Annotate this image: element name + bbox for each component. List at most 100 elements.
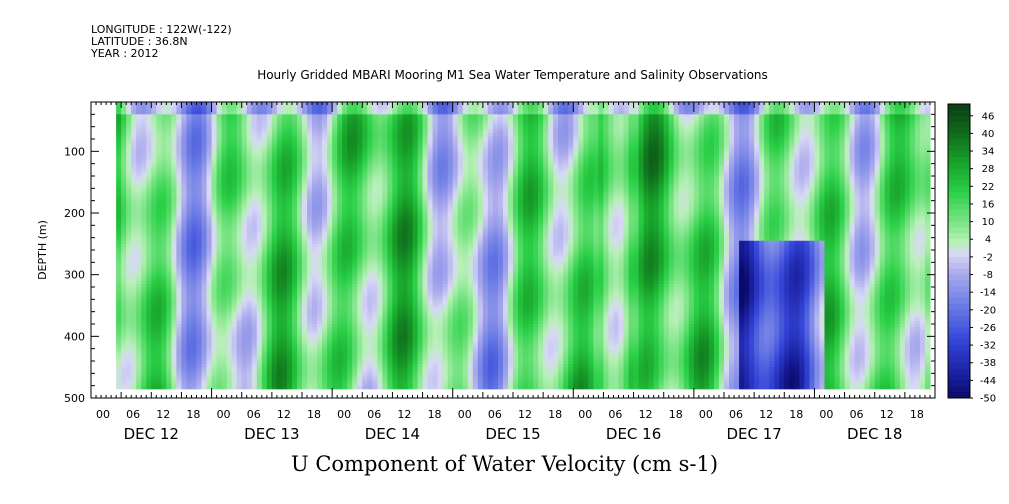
heatmap-cell: [206, 364, 213, 368]
heatmap-cell: [281, 256, 288, 260]
heatmap-cell: [176, 299, 183, 304]
heatmap-cell: [352, 296, 358, 300]
heatmap-cell: [236, 197, 243, 202]
heatmap-cell: [322, 142, 328, 146]
heatmap-cell: [171, 102, 177, 106]
heatmap-cell: [347, 169, 353, 174]
heatmap-cell: [136, 262, 142, 267]
heatmap-cell: [121, 327, 127, 331]
heatmap-cell: [211, 296, 218, 300]
heatmap-cell: [221, 327, 228, 331]
heatmap-cell: [312, 385, 318, 390]
heatmap-cell: [116, 259, 122, 263]
heatmap-cell: [216, 330, 223, 334]
heatmap-cell: [136, 163, 142, 168]
heatmap-cell: [126, 253, 132, 257]
heatmap-cell: [236, 336, 243, 341]
heatmap-cell: [211, 139, 218, 143]
heatmap-cell: [291, 382, 298, 387]
heatmap-cell: [372, 345, 378, 350]
heatmap-cell: [367, 231, 373, 236]
heatmap-cell: [312, 287, 318, 291]
heatmap-cell: [281, 373, 288, 378]
heatmap-cell: [296, 135, 303, 140]
heatmap-cell: [206, 287, 213, 291]
heatmap-cell: [332, 157, 338, 162]
heatmap-cell: [286, 139, 293, 143]
heatmap-cell: [121, 274, 127, 279]
heatmap-cell: [236, 151, 243, 156]
heatmap-cell: [266, 194, 273, 199]
heatmap-cell: [372, 268, 378, 273]
heatmap-cell: [362, 333, 368, 337]
heatmap-cell: [372, 317, 378, 322]
heatmap-cell: [312, 148, 318, 152]
heatmap-cell: [231, 157, 238, 162]
heatmap-cell: [347, 234, 353, 239]
heatmap-cell: [367, 225, 373, 230]
heatmap-cell: [226, 382, 233, 387]
heatmap-cell: [362, 280, 368, 285]
heatmap-cell: [296, 308, 303, 313]
heatmap-cell: [221, 277, 228, 282]
heatmap-cell: [161, 172, 167, 177]
heatmap-cell: [256, 280, 263, 285]
heatmap-cell: [246, 345, 253, 350]
heatmap-cell: [312, 154, 318, 159]
heatmap-cell: [271, 145, 278, 149]
heatmap-cell: [322, 256, 328, 260]
heatmap-cell: [126, 385, 132, 390]
heatmap-cell: [342, 271, 348, 276]
heatmap-cell: [151, 277, 157, 282]
heatmap-cell: [362, 290, 368, 294]
heatmap-cell: [211, 320, 218, 325]
heatmap-cell: [367, 129, 373, 134]
heatmap-cell: [352, 299, 358, 304]
heatmap-cell: [382, 274, 388, 279]
heatmap-cell: [211, 361, 218, 365]
heatmap-cell: [216, 111, 223, 115]
heatmap-cell: [266, 188, 273, 193]
heatmap-cell: [296, 333, 303, 337]
heatmap-cell: [261, 243, 268, 248]
heatmap-cell: [116, 250, 122, 254]
heatmap-cell: [166, 148, 172, 152]
heatmap-cell: [317, 370, 323, 374]
heatmap-cell: [317, 253, 323, 257]
heatmap-cell: [186, 287, 193, 291]
heatmap-cell: [131, 351, 137, 356]
heatmap-cell: [231, 203, 238, 208]
heatmap-cell: [166, 342, 172, 347]
heatmap-cell: [186, 117, 193, 122]
heatmap-cell: [337, 250, 343, 254]
heatmap-cell: [186, 151, 193, 156]
heatmap-cell: [286, 172, 293, 177]
heatmap-cell: [296, 268, 303, 273]
heatmap-cell: [296, 357, 303, 362]
heatmap-cell: [312, 317, 318, 322]
heatmap-cell: [166, 123, 172, 128]
heatmap-cell: [191, 373, 198, 378]
heatmap-cell: [307, 200, 313, 205]
heatmap-cell: [271, 277, 278, 282]
heatmap-cell: [161, 361, 167, 365]
heatmap-cell: [317, 231, 323, 236]
heatmap-cell: [166, 348, 172, 353]
heatmap-cell: [342, 293, 348, 297]
heatmap-cell: [121, 287, 127, 291]
heatmap-cell: [271, 348, 278, 353]
heatmap-cell: [126, 114, 132, 119]
heatmap-cell: [322, 361, 328, 365]
heatmap-cell: [352, 259, 358, 263]
heatmap-cell: [296, 382, 303, 387]
heatmap-cell: [126, 287, 132, 291]
heatmap-cell: [161, 382, 167, 387]
heatmap-cell: [312, 246, 318, 251]
heatmap-cell: [286, 154, 293, 159]
heatmap-cell: [176, 379, 183, 384]
heatmap-cell: [171, 259, 177, 263]
heatmap-cell: [246, 373, 253, 378]
heatmap-cell: [241, 287, 248, 291]
heatmap-cell: [121, 290, 127, 294]
heatmap-cell: [181, 197, 188, 202]
